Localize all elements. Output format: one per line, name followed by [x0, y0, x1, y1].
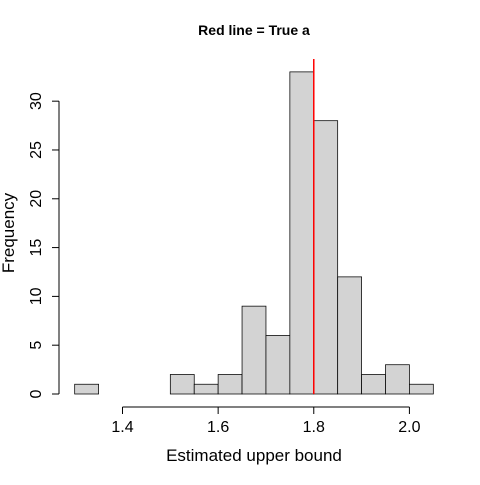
histogram-bar [265, 335, 291, 395]
y-tick-label: 15 [28, 239, 45, 257]
histogram-bar [337, 276, 362, 395]
histogram-bar [361, 374, 386, 395]
histogram-bar [169, 374, 195, 395]
x-tick-label: 2.0 [398, 419, 420, 436]
y-tick-label: 30 [28, 92, 45, 110]
histogram-bar [193, 383, 219, 395]
histogram-bar [313, 120, 339, 395]
x-tick-label: 1.8 [303, 419, 325, 436]
x-axis: 1.4 1.6 1.8 2.0 [111, 406, 421, 436]
histogram-bar [74, 383, 99, 395]
histogram-bars [74, 71, 434, 395]
histogram-bar [289, 71, 315, 395]
y-tick-label: 25 [28, 141, 45, 159]
histogram-bar [409, 383, 434, 395]
y-tick-label: 0 [28, 389, 45, 398]
histogram-bar [217, 374, 243, 395]
histogram-bar [385, 364, 410, 395]
y-axis: 0 5 10 15 20 25 30 [28, 92, 60, 398]
x-tick-label: 1.6 [207, 419, 229, 436]
x-tick-label: 1.4 [111, 419, 133, 436]
x-axis-label: Estimated upper bound [166, 446, 342, 465]
histogram-bar [241, 305, 267, 395]
y-tick-label: 20 [28, 190, 45, 208]
chart-title: Red line = True a [198, 22, 310, 38]
y-tick-label: 10 [28, 287, 45, 305]
y-tick-label: 5 [28, 341, 45, 350]
y-axis-label: Frequency [0, 192, 18, 273]
